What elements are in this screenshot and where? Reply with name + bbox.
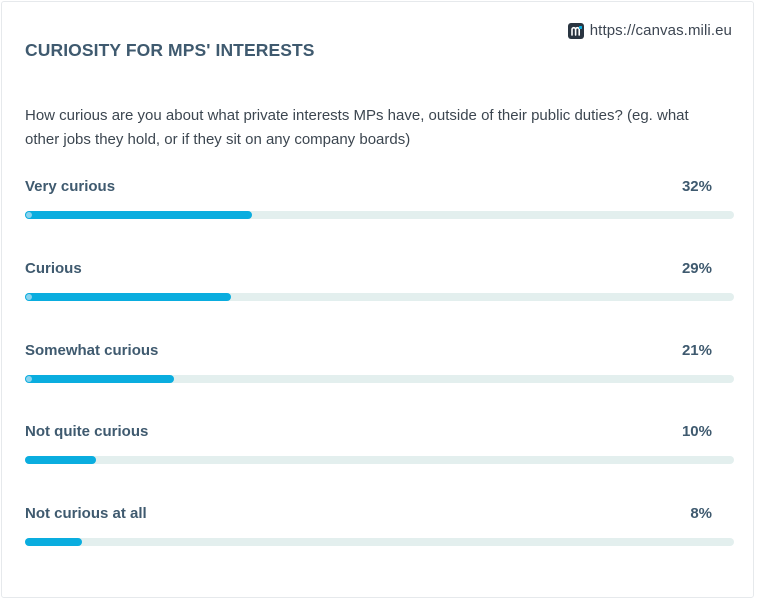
- bar-value-label: 10%: [681, 423, 712, 441]
- bar-list: Very curious 32% Curious 29% Somewhat curiou…: [25, 178, 734, 587]
- bar-track: [25, 538, 734, 547]
- bar-label: Not curious at all: [25, 505, 147, 523]
- bar-value-label: 8%: [690, 505, 712, 523]
- bar-track: [25, 456, 734, 465]
- bar-row: Not quite curious 10%: [25, 423, 734, 505]
- bar-value-label: 32%: [681, 178, 712, 195]
- bar: [25, 374, 174, 383]
- bar-row: Curious 29%: [25, 260, 734, 342]
- bar-label: Curious: [25, 259, 82, 277]
- bar-track: [25, 292, 734, 301]
- bar-start-dot: [26, 212, 32, 218]
- bar-start-dot: [26, 375, 32, 382]
- bar: [25, 211, 252, 219]
- bar-value-label: 29%: [681, 259, 712, 277]
- bar-label: Very curious: [25, 178, 116, 195]
- source-url[interactable]: https://canvas.mili.eu: [589, 22, 732, 39]
- bar: [25, 292, 231, 301]
- bar-track: [25, 211, 734, 219]
- chart-subtitle: How curious are you about what private i…: [25, 107, 689, 148]
- bar-row: Very curious 32%: [25, 178, 734, 260]
- source-link[interactable]: https://canvas.mili.eu: [567, 22, 732, 39]
- mili-logo-icon: [567, 22, 584, 39]
- bar: [25, 538, 82, 547]
- bar-row: Somewhat curious 21%: [25, 342, 734, 424]
- chart-title: CURIOSITY FOR MPS' INTERESTS: [25, 40, 315, 60]
- bar-value-label: 21%: [681, 341, 712, 359]
- bar: [25, 456, 96, 465]
- bar-row: Not curious at all 8%: [25, 505, 734, 587]
- bar-label: Not quite curious: [25, 423, 149, 441]
- bar-track: [25, 374, 734, 383]
- bar-start-dot: [26, 293, 32, 300]
- bar-label: Somewhat curious: [25, 341, 159, 359]
